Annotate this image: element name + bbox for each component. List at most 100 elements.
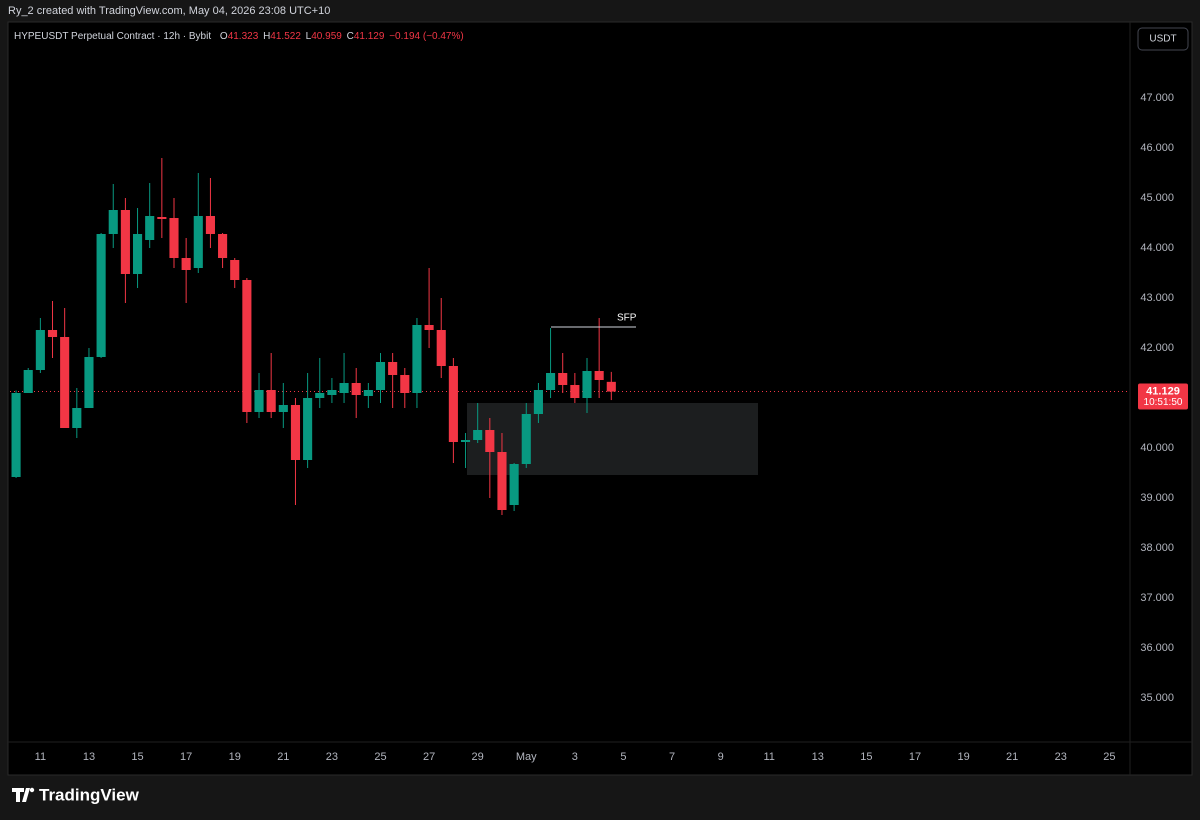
candle-body	[290, 405, 301, 460]
ohlc-value: 41.522	[270, 31, 301, 42]
candle-body	[327, 390, 337, 395]
candle-body	[546, 373, 556, 390]
y-tick-label: 35.000	[1140, 692, 1174, 704]
x-tick-label: 19	[957, 751, 969, 763]
y-tick-label: 40.000	[1140, 442, 1174, 454]
logo-dot	[29, 787, 35, 793]
candle-body	[132, 234, 143, 274]
x-tick-label: 9	[718, 751, 724, 763]
x-tick-label: 27	[423, 751, 435, 763]
candle-body	[230, 260, 240, 280]
candle-body	[303, 398, 313, 460]
candle-body	[181, 258, 191, 270]
x-tick-label: 25	[1103, 751, 1115, 763]
candle-body	[485, 430, 495, 452]
legend: HYPEUSDT Perpetual Contract · 12h · Bybi…	[14, 31, 464, 42]
candle-body	[72, 408, 82, 428]
x-tick-label: 5	[620, 751, 626, 763]
candle-body	[521, 414, 531, 464]
candle-body	[351, 383, 361, 395]
candle-body	[388, 362, 398, 375]
x-tick-label: 23	[1055, 751, 1067, 763]
candle-body	[108, 210, 118, 234]
candle-body	[60, 337, 70, 428]
y-tick-label: 47.000	[1140, 92, 1174, 104]
footer: TradingView	[39, 785, 140, 804]
logo-mark	[12, 788, 30, 802]
candle-body	[96, 234, 106, 357]
candle-body	[278, 405, 288, 412]
candle-body	[157, 217, 167, 219]
candle-body	[218, 234, 228, 258]
x-tick-label: 25	[374, 751, 386, 763]
candle-body	[339, 383, 349, 393]
candle-body	[169, 218, 179, 258]
candle-body	[11, 393, 21, 477]
ohlc-value: 40.959	[311, 31, 342, 42]
candle-body	[606, 381, 616, 392]
annotation: SFP	[617, 313, 637, 324]
ohlc-value: 41.323	[228, 31, 259, 42]
candle-body	[375, 362, 386, 390]
x-tick-label: 11	[764, 751, 775, 763]
candle-body	[400, 375, 410, 393]
candle-body	[509, 464, 519, 505]
candle-body	[473, 430, 483, 440]
candle-body	[594, 371, 604, 380]
x-tick-label: 7	[669, 751, 675, 763]
x-tick-label: 13	[812, 751, 824, 763]
candle-body	[120, 210, 130, 274]
y-tick-label: 39.000	[1140, 492, 1174, 504]
chart-panel	[7, 21, 1193, 776]
candle-body	[582, 371, 592, 398]
price-label: 41.129	[1146, 385, 1180, 397]
x-tick-label: 3	[572, 751, 578, 763]
candle-body	[242, 280, 252, 412]
currency[interactable]: USDT	[1149, 34, 1176, 45]
x-tick-label: 19	[229, 751, 241, 763]
candle-body	[35, 330, 45, 370]
y-tick-label: 36.000	[1140, 642, 1174, 654]
candle-body	[315, 393, 325, 398]
y-tick-label: 45.000	[1140, 192, 1174, 204]
candle-body	[497, 452, 507, 510]
candle-body	[558, 373, 568, 385]
header: Ry_2 created with TradingView.com, May 0…	[8, 5, 330, 17]
candle-body	[570, 385, 580, 398]
logo: TradingView	[12, 785, 140, 804]
y-tick-label: 46.000	[1140, 142, 1174, 154]
x-tick-label: 15	[860, 751, 872, 763]
ohlc-label: L	[306, 31, 312, 42]
symbol: HYPEUSDT Perpetual Contract · 12h · Bybi…	[14, 31, 211, 42]
x-tick-label: 21	[1006, 751, 1018, 763]
x-tick-label: 17	[909, 751, 921, 763]
candle-body	[193, 216, 203, 268]
countdown: 10:51:50	[1144, 397, 1183, 408]
candle-body	[533, 390, 543, 414]
y-tick-label: 42.000	[1140, 342, 1174, 354]
price-label-box	[1138, 383, 1188, 410]
candle-body	[266, 390, 276, 412]
y-tick-label: 38.000	[1140, 542, 1174, 554]
x-tick-label: 29	[472, 751, 484, 763]
x-tick-label: May	[516, 751, 537, 763]
candle-body	[23, 370, 33, 393]
x-tick-label: 23	[326, 751, 338, 763]
candle-body	[436, 330, 446, 366]
x-tick-label: 17	[180, 751, 192, 763]
x-tick-label: 21	[277, 751, 289, 763]
ohlc-label: O	[220, 31, 228, 42]
ohlc-label: C	[347, 31, 354, 42]
candle-body	[254, 390, 264, 412]
currency-button[interactable]	[1137, 27, 1189, 51]
change: −0.194 (−0.47%)	[389, 31, 464, 42]
candle-body	[205, 216, 215, 234]
y-tick-label: 44.000	[1140, 242, 1174, 254]
y-tick-label: 43.000	[1140, 292, 1174, 304]
x-tick-label: 11	[35, 751, 46, 763]
zone-box	[467, 403, 758, 475]
candle-body	[460, 440, 471, 442]
candle-body	[84, 357, 94, 408]
x-tick-label: 13	[83, 751, 95, 763]
